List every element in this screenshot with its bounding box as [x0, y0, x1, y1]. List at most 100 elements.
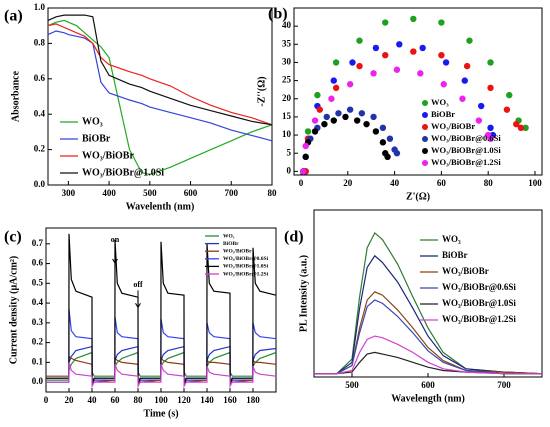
legend-label: WO₃/BiOBr@1.0Si — [442, 298, 516, 308]
point — [438, 51, 445, 59]
legend-marker — [422, 148, 428, 154]
x-tick-label: 160 — [223, 395, 237, 405]
y-axis-label: Absorbance — [10, 70, 21, 122]
arrow-head — [135, 303, 141, 309]
point — [372, 128, 380, 135]
y-tick-label: 0.2 — [32, 337, 44, 347]
plot-frame — [313, 209, 543, 378]
point — [314, 91, 321, 99]
point — [372, 44, 380, 52]
point — [370, 113, 377, 121]
x-tick-label: 180 — [246, 395, 260, 405]
y-tick-label: 0 — [287, 165, 292, 175]
y-tick-label: 0.3 — [32, 317, 44, 327]
x-tick-label: 20 — [65, 395, 75, 405]
point — [393, 150, 401, 157]
x-tick-label: 40 — [390, 178, 400, 188]
point — [379, 124, 387, 132]
y-tick-label: 15 — [282, 111, 292, 121]
legend-label: WO₃ — [82, 116, 103, 127]
point — [393, 66, 401, 73]
series-line — [46, 362, 277, 389]
point — [302, 153, 309, 161]
plot-frame — [47, 7, 273, 186]
series-line — [47, 19, 273, 176]
point — [503, 106, 511, 113]
y-axis-label: Current density (μA/cm²) — [8, 256, 19, 364]
legend-label: WO₃/BiOBr@0.6Si — [442, 282, 516, 292]
point — [349, 59, 356, 66]
point — [302, 142, 309, 150]
x-tick-label: 20 — [343, 178, 353, 188]
legend-label: WO₃ — [223, 233, 235, 239]
legend-label: WO₃/BiOBr@0.6Si — [223, 256, 269, 262]
x-tick-label: 80 — [134, 395, 144, 405]
legend-label: WO₃/BiOBr — [431, 121, 475, 131]
legend-label: BiOBr — [442, 250, 468, 260]
point — [382, 19, 389, 26]
y-tick-label: 5 — [287, 147, 292, 157]
point — [330, 117, 337, 124]
legend-marker — [422, 112, 428, 118]
legend-label: WO₃/BiOBr — [223, 248, 252, 254]
legend-label: WO₃ — [442, 234, 461, 244]
y-tick-label: 0.0 — [34, 179, 46, 189]
legend-label: WO₃/BiOBr@1.2Si — [431, 157, 501, 167]
series-line — [47, 30, 273, 142]
legend-marker — [422, 100, 428, 106]
panel-label: (a) — [4, 8, 23, 25]
y-axis-label: PL Intensity (a.u.) — [298, 255, 309, 332]
x-tick-label: 100 — [154, 395, 168, 405]
point — [328, 95, 335, 102]
point — [300, 168, 307, 175]
arrow-head — [112, 258, 118, 264]
panel-label: (c) — [4, 229, 22, 246]
point — [353, 117, 361, 124]
series-line — [314, 335, 542, 375]
y-tick-label: 35 — [282, 38, 292, 48]
point — [346, 81, 354, 88]
series-line — [314, 299, 542, 375]
point — [487, 135, 494, 142]
point — [517, 124, 525, 132]
y-tick-label: 0.0 — [32, 376, 44, 386]
point — [363, 120, 370, 128]
point — [477, 102, 485, 110]
y-tick-label: 40 — [282, 20, 292, 30]
legend-label: BiOBr — [82, 133, 111, 144]
y-axis-label: -Z''(Ω) — [256, 76, 267, 106]
x-tick-label: 300 — [62, 188, 76, 198]
series-line — [47, 14, 273, 126]
point — [459, 95, 466, 102]
y-tick-label: 0.8 — [34, 37, 46, 47]
x-tick-label: 140 — [200, 395, 214, 405]
point — [396, 41, 403, 48]
point — [382, 51, 389, 59]
series-line — [314, 254, 543, 375]
point — [487, 59, 494, 66]
legend-label: WO₃/BiOBr@1.0Si — [431, 145, 501, 155]
legend-marker — [422, 124, 428, 130]
legend-label: WO₃/BiOBr@1.2Si — [223, 271, 269, 277]
panel-label: (b) — [268, 6, 288, 23]
x-tick-label: 0 — [44, 395, 49, 405]
point — [332, 84, 340, 92]
x-tick-label: 700 — [497, 380, 511, 390]
y-tick-label: 0.1 — [32, 356, 44, 366]
point — [487, 84, 494, 92]
legend-marker — [422, 160, 428, 166]
point — [346, 106, 354, 113]
point — [410, 48, 417, 55]
y-tick-label: 25 — [282, 75, 292, 85]
point — [384, 153, 391, 161]
point — [379, 139, 387, 146]
plot-frame — [293, 7, 543, 176]
y-tick-label: 30 — [282, 57, 292, 67]
point — [487, 124, 494, 132]
legend-label: WO₃/BiOBr@1.0Si — [223, 264, 269, 270]
point — [356, 37, 363, 44]
point — [304, 128, 312, 135]
x-axis-label: Wavelenth (nm) — [126, 201, 195, 212]
x-tick-label: 400 — [102, 188, 116, 198]
point — [358, 110, 366, 117]
